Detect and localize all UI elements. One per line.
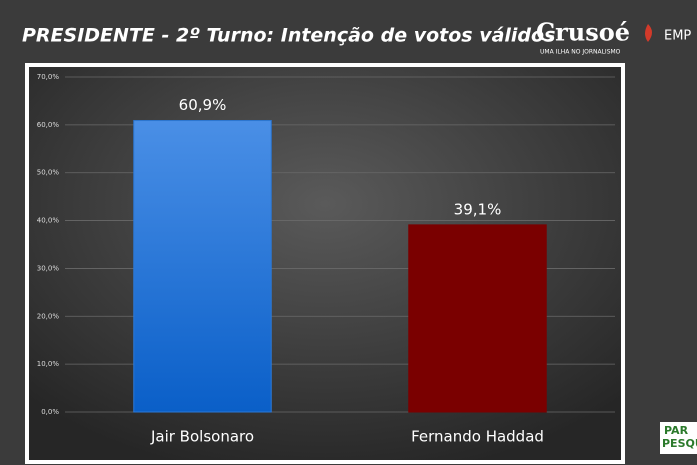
partner-logo: EMP [664, 29, 691, 44]
y-tick-label: 40,0% [37, 217, 60, 225]
logo: Crusoé [536, 18, 630, 47]
bar [408, 224, 547, 413]
x-tick-label: Jair Bolsonaro [150, 428, 254, 446]
sponsor-logo: PESQU [662, 437, 697, 450]
x-tick-label: Fernando Haddad [411, 428, 544, 446]
y-tick-label: 0,0% [41, 408, 59, 416]
sponsor-box [660, 422, 697, 454]
logo-tagline: UMA ILHA NO JORNALISMO [540, 49, 621, 56]
data-label: 60,9% [179, 96, 227, 114]
y-tick-label: 10,0% [37, 360, 60, 368]
sponsor-logo: PAR [664, 424, 689, 437]
chart-title: PRESIDENTE - 2º Turno: Intenção de votos… [22, 25, 555, 47]
y-tick-label: 30,0% [37, 264, 60, 272]
y-tick-label: 50,0% [37, 169, 60, 177]
partner-icon [645, 24, 652, 42]
bar [133, 120, 272, 413]
y-tick-label: 70,0% [37, 73, 60, 81]
y-tick-label: 60,0% [37, 121, 60, 129]
data-label: 39,1% [454, 200, 502, 218]
y-tick-label: 20,0% [37, 312, 60, 320]
